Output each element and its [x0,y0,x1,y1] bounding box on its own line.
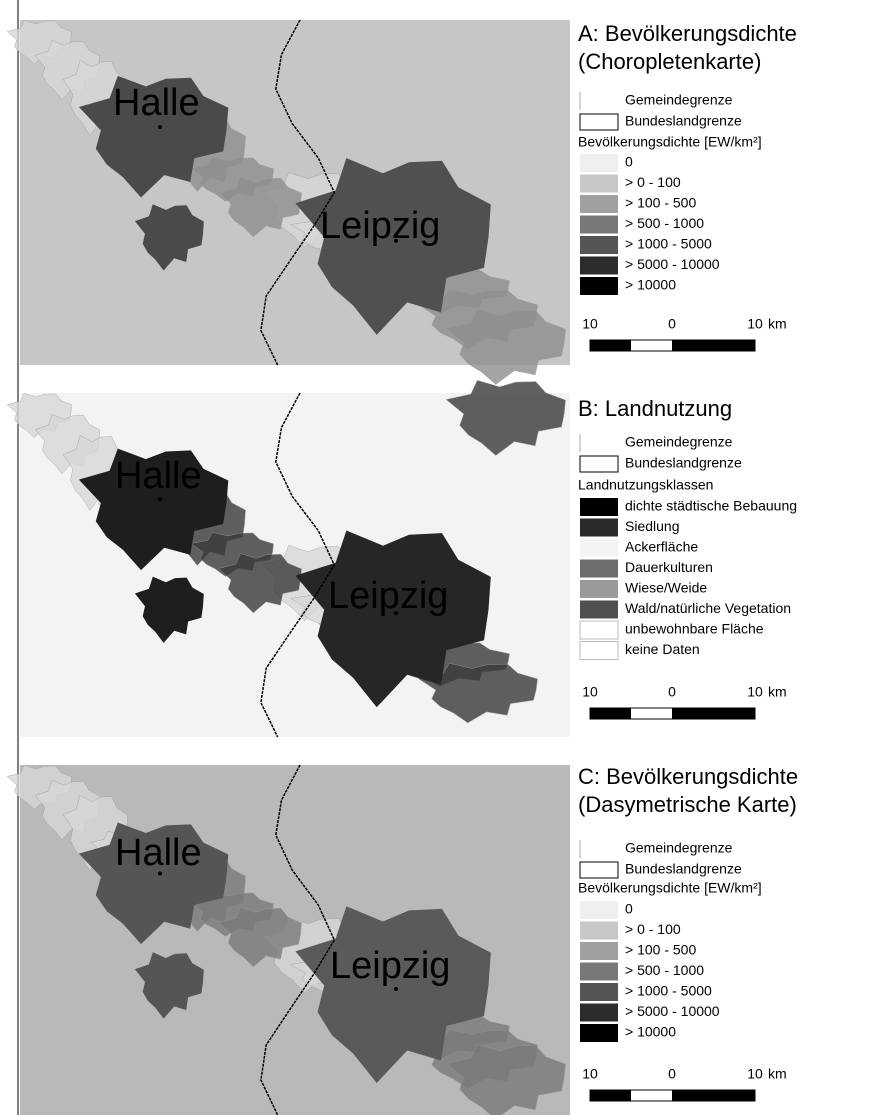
legend-label: > 5000 - 10000 [625,1003,720,1019]
legend-label: Bundeslandgrenze [625,861,742,877]
legend-label: > 0 - 100 [625,921,681,937]
scale-bar-fill [590,340,631,351]
legend-swatch [580,539,618,557]
legend-label: Siedlung [625,518,680,534]
city-label: Halle [115,832,202,874]
panel-title: B: Landnutzung [578,396,732,421]
panel-title: A: Bevölkerungsdichte [578,21,797,46]
legend-label: 0 [625,154,633,170]
legend-label: unbewohnbare Fläche [625,621,764,637]
legend-label: > 1000 - 5000 [625,236,712,252]
legend-swatch [580,1024,618,1042]
legend-heading: Landnutzungsklassen [578,477,713,493]
scale-label: 10 [582,1066,598,1082]
legend-swatch [580,257,618,275]
legend-label: > 500 - 1000 [625,215,704,231]
city-label: Leipzig [330,945,450,987]
legend-label: Wald/natürliche Vegetation [625,600,791,616]
scale-bar-fill [672,708,755,719]
legend-swatch [580,519,618,537]
city-label: Leipzig [328,575,448,617]
legend-label: Gemeindegrenze [625,434,733,450]
panel: Halle Leipzig C: Bevölkerungsdichte (Dasyme… [7,764,798,1115]
scale-label: 10 [747,316,763,332]
legend-swatch [580,642,618,660]
legend-label: Gemeindegrenze [625,840,733,856]
legend-label: Bundeslandgrenze [625,113,742,129]
figure: Halle Leipzig A: Bevölkerungsdichte (Chorop… [0,0,871,1115]
city-dot [158,125,162,129]
legend-label: > 500 - 1000 [625,962,704,978]
scale-unit: km [768,1066,787,1082]
city-label: Halle [113,82,200,124]
scale-bar-fill [590,1090,631,1101]
panel-title: (Choropletenkarte) [578,49,761,74]
legend-label: > 100 - 500 [625,942,696,958]
legend-label: > 1000 - 5000 [625,983,712,999]
legend-label: > 10000 [625,1024,676,1040]
legend-swatch [580,456,618,472]
legend-heading: Bevölkerungsdichte [EW/km²] [578,880,762,896]
legend-label: dichte städtische Bebauung [625,498,797,514]
legend-swatch [580,216,618,234]
legend-swatch [580,277,618,295]
legend-swatch [580,154,618,172]
city-label: Halle [115,455,202,497]
legend-swatch [580,922,618,940]
legend-label: Wiese/Weide [625,580,707,596]
scale-label: 10 [582,316,598,332]
panel-title: C: Bevölkerungsdichte [578,764,798,789]
legend-swatch [580,862,618,878]
panel: Halle Leipzig B: Landnutzung Gemeindegrenze… [7,380,797,737]
legend-swatch [580,963,618,981]
legend-swatch [580,236,618,254]
legend-swatch [580,942,618,960]
legend-label: > 100 - 500 [625,195,696,211]
panel-title: (Dasymetrische Karte) [578,792,797,817]
legend-swatch [580,601,618,619]
scale-label: 10 [747,684,763,700]
scale-label: 10 [747,1066,763,1082]
city-dot [158,498,162,502]
legend-swatch [580,195,618,213]
legend-label: keine Daten [625,641,700,657]
scale-label: 0 [668,684,676,700]
legend-swatch [580,175,618,193]
legend-label: > 10000 [625,277,676,293]
legend-swatch [580,114,618,130]
legend-label: 0 [625,901,633,917]
scale-bar-fill [672,1090,755,1101]
legend-label: Ackerfläche [625,539,698,555]
scale-label: 10 [582,684,598,700]
panel: Halle Leipzig A: Bevölkerungsdichte (Chorop… [7,20,797,385]
scale-bar-fill [672,340,755,351]
scale-unit: km [768,684,787,700]
scale-unit: km [768,316,787,332]
scale-label: 0 [668,316,676,332]
legend-label: Gemeindegrenze [625,92,733,108]
legend-label: > 0 - 100 [625,174,681,190]
city-dot [394,987,398,991]
legend-heading: Bevölkerungsdichte [EW/km²] [578,134,762,150]
legend-label: > 5000 - 10000 [625,256,720,272]
city-label: Leipzig [320,205,440,247]
legend-label: Dauerkulturen [625,559,713,575]
legend-swatch [580,983,618,1001]
scale-bar-fill [590,708,631,719]
legend-swatch [580,1004,618,1022]
legend-swatch [580,621,618,639]
legend-swatch [580,580,618,598]
legend-swatch [580,498,618,516]
scale-label: 0 [668,1066,676,1082]
legend-label: Bundeslandgrenze [625,455,742,471]
legend-swatch [580,560,618,578]
legend-swatch [580,901,618,919]
